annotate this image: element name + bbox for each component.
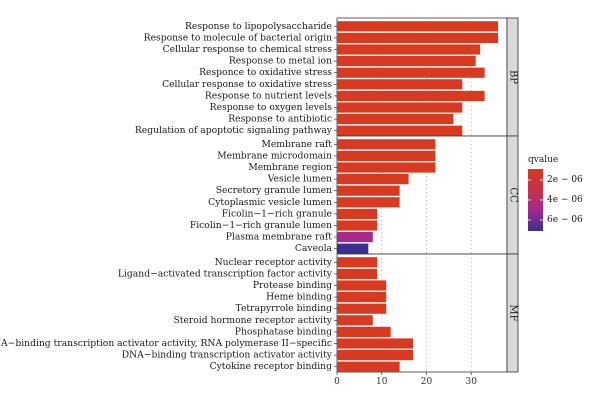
bar (337, 350, 414, 361)
category-label: Response to metal ion (229, 56, 332, 67)
bar (337, 315, 373, 326)
category-label: Phosphatase binding (235, 326, 332, 337)
facet-label: BP (508, 70, 519, 84)
legend: qvalue 2e − 06 4e − 06 6e − 06 (528, 155, 583, 231)
bar (337, 90, 485, 101)
bar (337, 303, 387, 314)
bar (337, 162, 436, 173)
category-label: Ficolin−1−rich granule (222, 208, 332, 219)
bar (337, 150, 436, 161)
category-label: Tetrapyrrole binding (236, 303, 333, 314)
category-label: DNA−binding transcription activator acti… (122, 350, 333, 361)
facet-strip (506, 253, 519, 373)
x-tick-label: 30 (465, 377, 477, 387)
x-tick-label: 20 (421, 377, 433, 387)
category-label: Steroid hormone receptor activity (173, 315, 332, 326)
bar (337, 292, 387, 303)
category-label: DNA−binding transcription activator acti… (0, 338, 332, 349)
x-tick-label: 0 (334, 377, 340, 387)
facet-label: MF (508, 304, 519, 321)
bar (337, 139, 436, 150)
bar (337, 243, 369, 254)
bar (337, 174, 409, 185)
legend-tick-label: 6e − 06 (547, 215, 583, 225)
category-label: Ficolin−1−rich granule lumen (190, 220, 332, 231)
category-label: Responce to oxidative stress (199, 67, 332, 78)
facet-label: CC (508, 187, 519, 203)
category-label: Nuclear receptor activity (215, 257, 333, 268)
bar (337, 79, 463, 90)
bar (337, 220, 378, 231)
category-label: Regulation of apoptotic signaling pathwa… (135, 125, 333, 136)
legend-title: qvalue (528, 155, 558, 165)
bar (337, 102, 463, 113)
bar (337, 114, 454, 125)
bar (337, 56, 476, 67)
bar (337, 338, 414, 349)
x-axis: 0 10 20 30 (334, 372, 477, 387)
legend-tick-label: 2e − 06 (547, 175, 583, 185)
category-label: Membrane microdomain (217, 150, 332, 161)
bar (337, 32, 499, 43)
legend-tick-label: 4e − 06 (547, 195, 583, 205)
panel-mf: MF Nuclear receptor activityLigand−activa… (0, 253, 519, 373)
x-tick-label: 10 (376, 377, 388, 387)
category-label: Cytokine receptor binding (210, 361, 333, 372)
bar (337, 268, 378, 279)
legend-colorbar (528, 169, 543, 231)
bar (337, 125, 463, 136)
category-label: Vesicle lumen (267, 174, 332, 185)
category-label: Response to molecule of bacterial origin (144, 32, 332, 43)
category-label: Caveola (295, 243, 333, 254)
category-label: Cellular response to chemical stress (163, 44, 333, 55)
bar (337, 280, 387, 291)
category-label: Membrane raft (261, 139, 332, 150)
bar (337, 67, 485, 78)
category-label: Membrane region (248, 162, 332, 173)
category-label: Ligand−activated transcription factor ac… (118, 268, 333, 279)
category-label: Secretory granule lumen (216, 185, 332, 196)
bar (337, 326, 391, 337)
bar (337, 232, 373, 243)
category-label: Heme binding (266, 292, 332, 303)
bar (337, 361, 400, 372)
bar (337, 44, 481, 55)
category-label: Response to oxygen levels (210, 102, 333, 113)
category-label: Protease binding (253, 280, 332, 291)
bar (337, 185, 400, 196)
category-label: Plasma membrane raft (226, 232, 333, 243)
bar (337, 21, 499, 32)
category-label: Response to antibiotic (228, 114, 332, 125)
category-label: Cytoplasmic vesicle lumen (208, 197, 332, 208)
category-label: Response to lipopolysaccharide (185, 21, 332, 32)
category-label: Response to nutrient levels (205, 90, 332, 101)
bar (337, 257, 378, 268)
bar (337, 197, 400, 208)
category-label: Cellular response to oxidative stress (162, 79, 332, 90)
bar (337, 208, 378, 219)
